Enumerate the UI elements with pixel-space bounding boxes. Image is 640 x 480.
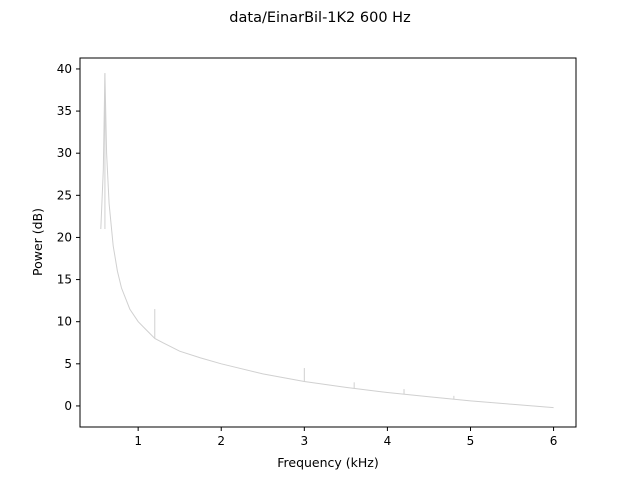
y-tick-label: 30 bbox=[57, 146, 72, 160]
y-tick-label: 25 bbox=[57, 188, 72, 202]
plot-frame bbox=[79, 57, 577, 428]
y-tick-label: 10 bbox=[57, 315, 72, 329]
x-tick-label: 5 bbox=[467, 434, 475, 448]
series-line bbox=[100, 73, 554, 409]
y-axis: 0 5 10 15 20 25 30 35 40 bbox=[57, 62, 80, 413]
x-axis: 1 2 3 4 5 6 bbox=[134, 427, 557, 448]
x-tick-label: 3 bbox=[301, 434, 309, 448]
y-axis-label: Power (dB) bbox=[30, 208, 45, 276]
y-tick-label: 40 bbox=[57, 62, 72, 76]
y-tick-label: 5 bbox=[64, 357, 72, 371]
x-tick-label: 1 bbox=[134, 434, 142, 448]
series-layer bbox=[100, 73, 554, 409]
y-tick-label: 35 bbox=[57, 104, 72, 118]
y-tick-label: 15 bbox=[57, 273, 72, 287]
spike-layer bbox=[104, 73, 455, 400]
x-tick-label: 2 bbox=[217, 434, 225, 448]
plot-area bbox=[80, 58, 576, 427]
x-tick-label: 6 bbox=[550, 434, 558, 448]
chart-title: data/EinarBil-1K2 600 Hz bbox=[229, 10, 410, 26]
x-tick-label: 4 bbox=[384, 434, 392, 448]
y-tick-label: 20 bbox=[57, 230, 72, 244]
y-tick-label: 0 bbox=[64, 399, 72, 413]
x-axis-label: Frequency (kHz) bbox=[277, 455, 379, 470]
